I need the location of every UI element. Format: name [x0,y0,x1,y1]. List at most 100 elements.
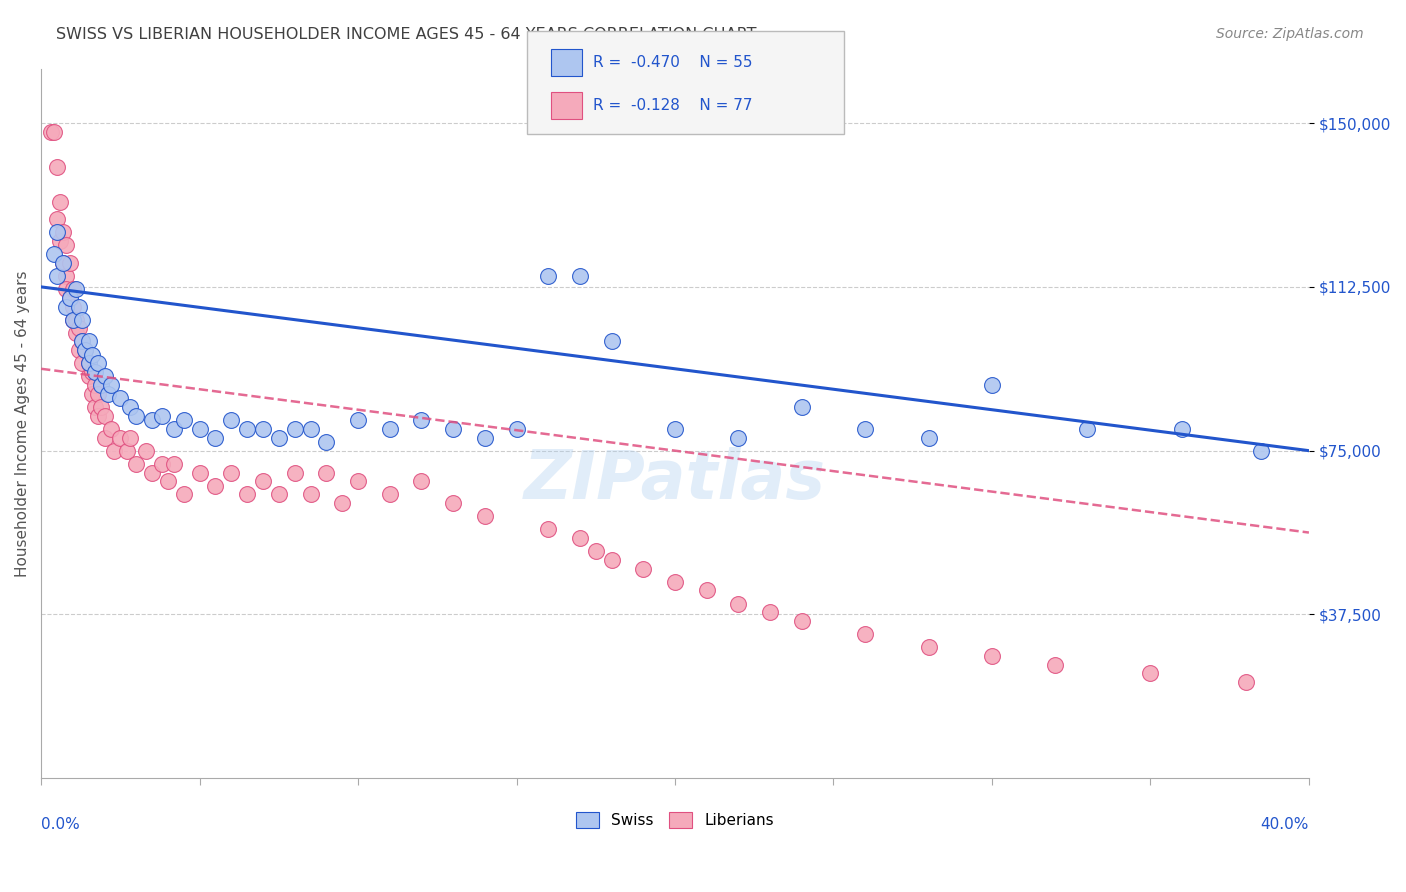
Point [664,574,686,589]
Point [347,413,370,427]
Point [65,282,87,296]
Point [77,369,100,384]
Point [72,356,94,370]
Point [115,443,138,458]
Point [75,343,97,358]
Point [299,422,322,436]
Point [853,627,876,641]
Point [1250,443,1272,458]
Y-axis label: Householder Income Ages 45 - 64 years: Householder Income Ages 45 - 64 years [15,270,30,576]
Point [299,487,322,501]
Point [917,431,939,445]
Point [77,356,100,370]
Point [100,422,122,436]
Point [315,466,337,480]
Point [474,431,496,445]
Point [537,268,560,283]
Point [75,343,97,358]
Point [52,256,75,270]
Point [52,225,75,239]
Point [219,466,242,480]
Point [1171,422,1194,436]
Point [87,356,110,370]
Point [77,334,100,349]
Point [188,422,211,436]
Point [284,422,307,436]
Point [93,369,115,384]
Point [981,378,1004,392]
Point [315,434,337,449]
Point [62,300,84,314]
Point [118,431,141,445]
Point [80,387,103,401]
Point [46,268,69,283]
Point [65,326,87,340]
Point [1076,422,1098,436]
Point [441,496,464,510]
Point [72,334,94,349]
Point [853,422,876,436]
Point [411,475,433,489]
Point [55,282,77,296]
Point [267,487,290,501]
Point [125,457,148,471]
Point [59,291,82,305]
Point [62,312,84,326]
Point [1139,666,1161,681]
Point [204,431,226,445]
Point [633,561,655,575]
Point [67,343,90,358]
Text: R =  -0.470    N = 55: R = -0.470 N = 55 [593,55,752,70]
Point [252,422,274,436]
Point [981,648,1004,663]
Point [917,640,939,655]
Point [600,553,623,567]
Point [84,365,107,379]
Point [441,422,464,436]
Point [505,422,527,436]
Text: 0.0%: 0.0% [41,817,80,832]
Text: SWISS VS LIBERIAN HOUSEHOLDER INCOME AGES 45 - 64 YEARS CORRELATION CHART: SWISS VS LIBERIAN HOUSEHOLDER INCOME AGE… [56,27,756,42]
Point [72,334,94,349]
Point [72,312,94,326]
Point [100,378,122,392]
Point [87,387,110,401]
Point [46,225,69,239]
Point [59,256,82,270]
Point [585,544,607,558]
Point [156,475,179,489]
Point [84,378,107,392]
Point [42,125,65,139]
Text: ZIPatlas: ZIPatlas [524,447,825,513]
Point [378,487,401,501]
Point [67,321,90,335]
Point [790,400,813,414]
Point [90,378,112,392]
Point [568,531,591,545]
Point [46,160,69,174]
Point [62,282,84,296]
Point [80,348,103,362]
Point [790,614,813,628]
Point [664,422,686,436]
Point [188,466,211,480]
Point [125,409,148,423]
Point [204,478,226,492]
Text: Source: ZipAtlas.com: Source: ZipAtlas.com [1216,27,1364,41]
Point [150,457,173,471]
Point [67,300,90,314]
Point [103,443,125,458]
Point [150,409,173,423]
Point [135,443,157,458]
Point [284,466,307,480]
Point [141,413,163,427]
Point [727,597,749,611]
Point [1045,657,1067,672]
Point [87,409,110,423]
Point [759,605,782,619]
Point [330,496,353,510]
Point [62,312,84,326]
Point [163,422,186,436]
Point [537,522,560,536]
Point [600,334,623,349]
